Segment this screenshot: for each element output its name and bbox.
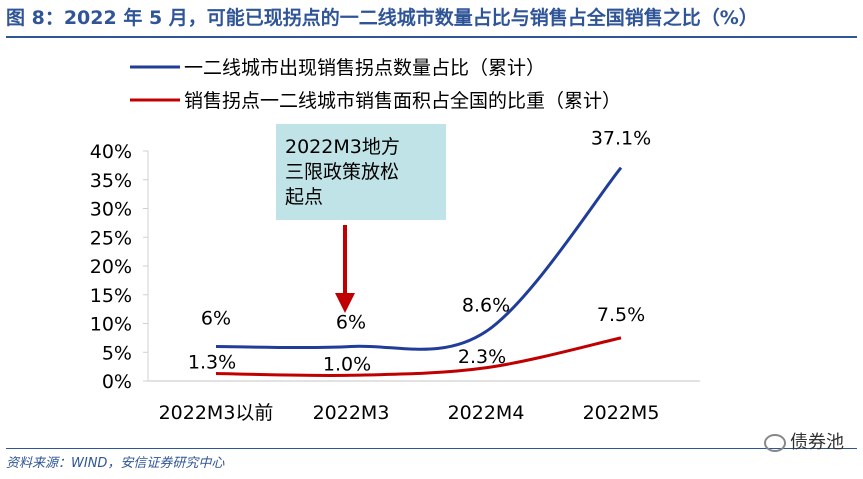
watermark: 债券池 xyxy=(764,428,844,454)
wechat-icon xyxy=(764,434,786,452)
source-note: 资料来源：WIND，安信证券研究中心 xyxy=(6,456,225,471)
data-label: 6% xyxy=(201,308,231,330)
x-tick-label: 2022M3 xyxy=(313,402,390,424)
annotation-box xyxy=(276,124,446,220)
watermark-text: 债券池 xyxy=(790,432,844,453)
y-tick-label: 0% xyxy=(102,371,132,393)
legend-label-1: 一二线城市出现销售拐点数量占比（累计） xyxy=(184,57,545,79)
series-group: 6% 6% 8.6% 37.1% 1.3% 1.0% 2.3% 7.5% xyxy=(188,128,651,377)
legend-label-2: 销售拐点一二线城市销售面积占全国的比重（累计） xyxy=(184,90,621,112)
figure-title: 图 8：2022 年 5 月，可能已现拐点的一二线城市数量占比与销售占全国销售之… xyxy=(6,7,758,29)
data-label: 6% xyxy=(336,312,366,334)
data-label: 8.6% xyxy=(462,295,510,317)
legend: 一二线城市出现销售拐点数量占比（累计） 销售拐点一二线城市销售面积占全国的比重（累… xyxy=(130,57,621,112)
y-tick-label: 30% xyxy=(90,199,132,221)
x-tick-label: 2022M3以前 xyxy=(159,402,274,424)
annotation-text: 起点 xyxy=(285,186,323,208)
y-tick-label: 15% xyxy=(90,285,132,307)
annotation-arrow-head xyxy=(335,293,355,313)
y-tick-label: 10% xyxy=(90,314,132,336)
annotation-text: 三限政策放松 xyxy=(285,161,399,183)
y-tick-label: 20% xyxy=(90,256,132,278)
data-label: 7.5% xyxy=(597,304,645,326)
series-line-1 xyxy=(215,166,623,351)
x-axis: 2022M3以前 2022M3 2022M4 2022M5 xyxy=(148,380,700,424)
data-label: 37.1% xyxy=(591,128,651,150)
series-line-2 xyxy=(215,336,622,377)
annotation-text: 2022M3地方 xyxy=(285,136,400,158)
y-tick-label: 40% xyxy=(90,141,132,163)
y-tick-label: 25% xyxy=(90,227,132,249)
y-tick-label: 35% xyxy=(90,170,132,192)
title-divider xyxy=(6,36,857,38)
data-label: 1.0% xyxy=(323,353,371,375)
data-label: 1.3% xyxy=(188,352,236,374)
x-tick-label: 2022M5 xyxy=(583,402,660,424)
footer-divider xyxy=(6,448,857,449)
data-label: 2.3% xyxy=(458,346,506,368)
y-axis: 0% 5% 10% 15% 20% 25% 30% 35% 40% xyxy=(90,141,149,393)
x-tick-label: 2022M4 xyxy=(448,402,525,424)
y-tick-label: 5% xyxy=(102,342,132,364)
